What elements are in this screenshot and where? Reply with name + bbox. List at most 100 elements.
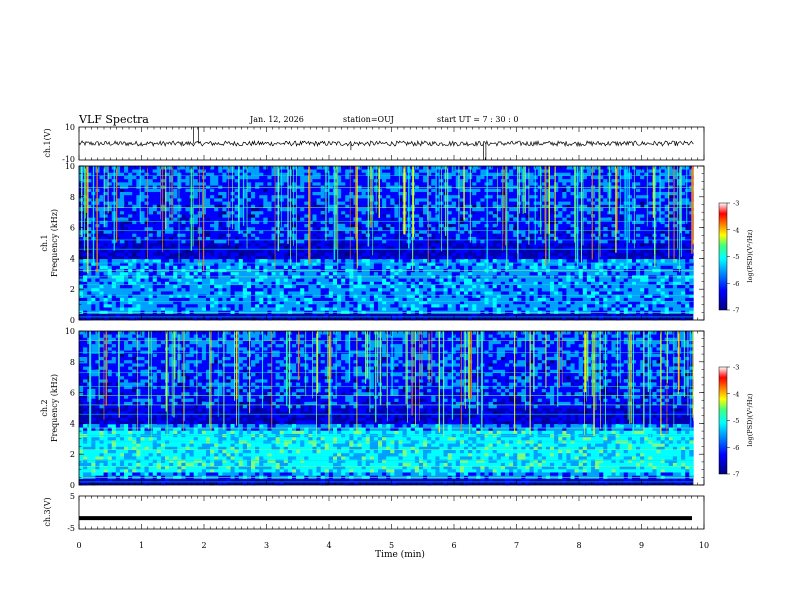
spectrogram-cell xyxy=(242,236,248,241)
spectrogram-cell xyxy=(509,262,514,266)
spectrogram-cell xyxy=(562,255,567,260)
spectrogram-cell xyxy=(521,243,526,247)
spectrogram-cell xyxy=(271,291,276,295)
spectrogram-cell xyxy=(451,287,457,292)
spectrogram-cell xyxy=(550,214,555,218)
spectrogram-cell xyxy=(83,278,88,282)
spectrogram-cell xyxy=(148,239,154,244)
spectrogram-cell xyxy=(672,287,678,292)
spectrogram-cell xyxy=(390,297,395,302)
spectrogram-cell xyxy=(541,303,547,308)
spectrogram-cell xyxy=(492,284,498,289)
spectrogram-cell xyxy=(570,230,575,234)
spectrogram-cell xyxy=(83,233,88,237)
spectrogram-cell xyxy=(251,291,256,295)
spectrogram-cell xyxy=(251,316,256,321)
spectrogram-cell xyxy=(296,262,301,266)
spectrogram-cell xyxy=(156,271,162,276)
spectrogram-cell xyxy=(525,214,530,218)
spectrogram-cell xyxy=(570,217,575,221)
spectrogram-cell xyxy=(279,236,285,241)
spectrogram-cell xyxy=(255,230,260,234)
spectrogram-cell xyxy=(300,226,305,231)
spectrogram-cell xyxy=(222,223,227,228)
spectrogram-cell xyxy=(320,217,326,221)
spectrogram-cell xyxy=(668,271,674,276)
spectrogram-cell xyxy=(341,278,346,282)
spectrogram-cell xyxy=(279,284,285,289)
spectrogram-cell xyxy=(238,246,244,250)
spectrogram-cell xyxy=(619,287,625,292)
spectrogram-cell xyxy=(140,271,145,276)
spectrogram-cell xyxy=(197,278,203,282)
spectrogram-cell xyxy=(99,294,104,298)
spectrogram-cell xyxy=(447,198,453,202)
spectrogram-cell xyxy=(156,284,162,289)
spectrogram-cell xyxy=(627,201,633,205)
spectrogram-cell xyxy=(447,271,453,276)
spectrogram-cell xyxy=(136,223,141,228)
spectrogram-cell xyxy=(87,246,92,250)
spectrogram-cell xyxy=(672,307,678,311)
spectrogram-cell xyxy=(160,271,166,276)
spectrogram-cell xyxy=(169,249,174,253)
spectrogram-cell xyxy=(455,291,461,295)
spectrogram-cell xyxy=(103,236,108,241)
spectrogram-cell xyxy=(197,214,203,218)
spectrogram-cell xyxy=(324,300,330,305)
spectrogram-cell xyxy=(623,291,629,295)
spectrogram-cell xyxy=(259,265,264,269)
spectrogram-cell xyxy=(140,217,145,221)
spectrogram-cell xyxy=(287,300,293,305)
spectrogram-cell xyxy=(148,278,154,282)
spectrogram-cell xyxy=(107,230,113,234)
spectrogram-cell xyxy=(197,236,203,241)
spectrogram-cell xyxy=(615,291,620,295)
spectrogram-cell xyxy=(328,252,334,257)
spectrogram-cell xyxy=(529,243,534,247)
spectrogram-cell xyxy=(242,220,248,225)
spectrogram-cell xyxy=(382,204,387,209)
spectrogram-cell xyxy=(488,239,493,244)
spectrogram-cell xyxy=(263,259,268,263)
spectrogram-cell xyxy=(398,287,403,292)
spectrogram-cell xyxy=(177,207,182,212)
spectrogram-cell xyxy=(103,271,108,276)
spectrogram-cell xyxy=(259,233,264,237)
spectrogram-cell xyxy=(681,265,686,269)
spectrogram-cell xyxy=(214,226,219,231)
spectrogram-cell xyxy=(423,259,428,263)
spectrogram-cell xyxy=(570,307,575,311)
spectrogram-cell xyxy=(418,303,424,308)
spectrogram-cell xyxy=(468,307,473,311)
spectrogram-cell xyxy=(615,249,620,253)
spectrogram-cell xyxy=(427,223,432,228)
spectrogram-cell xyxy=(128,252,133,257)
spectrogram-cell xyxy=(611,281,616,286)
spectrogram-cell xyxy=(636,262,641,266)
spectrogram-cell xyxy=(582,294,588,298)
spectrogram-cell xyxy=(640,291,645,295)
spectrogram-cell xyxy=(513,239,518,244)
spectrogram-cell xyxy=(455,220,461,225)
spectrogram-cell xyxy=(328,255,334,260)
spectrogram-cell xyxy=(169,303,174,308)
spectrogram-cell xyxy=(451,297,457,302)
spectrogram-cell xyxy=(246,246,252,250)
spectrogram-cell xyxy=(181,194,186,199)
spectrogram-cell xyxy=(283,278,289,282)
spectrogram-cell xyxy=(627,223,633,228)
spectrogram-cell xyxy=(623,265,629,269)
spectrogram-cell xyxy=(128,284,133,289)
spectrogram-cell xyxy=(668,243,674,247)
spectrogram-cell xyxy=(316,281,321,286)
spectrogram-cell xyxy=(636,249,641,253)
spectrogram-cell xyxy=(480,243,485,247)
spectrogram-cell xyxy=(574,243,579,247)
spectrogram-cell xyxy=(140,223,145,228)
spectrogram-cell xyxy=(619,207,625,212)
spectrogram-cell xyxy=(152,307,158,311)
spectrogram-cell xyxy=(226,307,231,311)
spectrogram-cell xyxy=(304,236,309,241)
spectrogram-cell xyxy=(160,217,166,221)
